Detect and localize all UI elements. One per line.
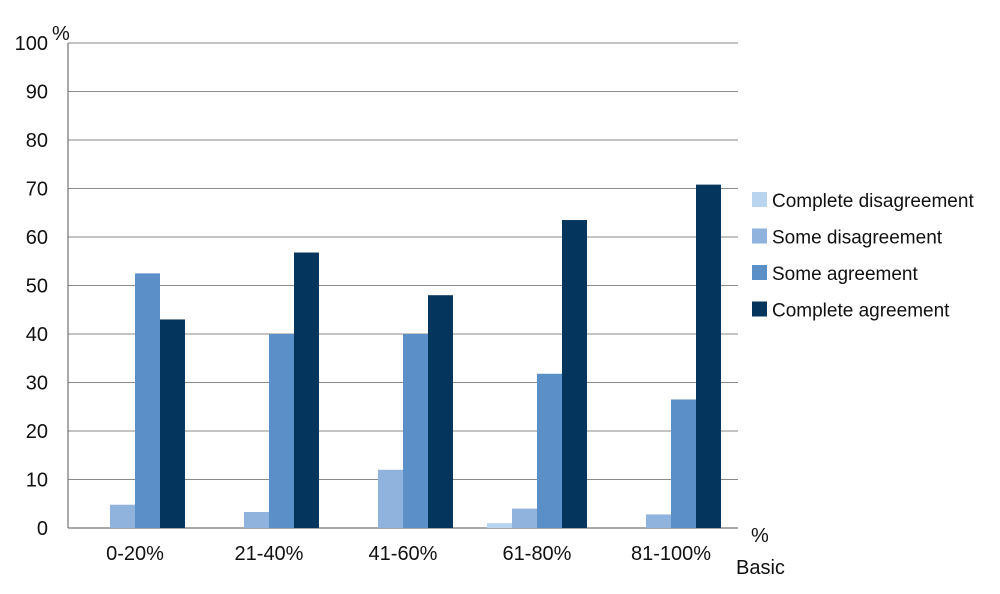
bar-some-agreement-21-40% [269, 334, 294, 528]
bar-some-disagreement-21-40% [244, 511, 269, 528]
x-axis-label-line1: % [751, 525, 769, 547]
bar-complete-disagreement-61-80% [487, 523, 512, 528]
bar-complete-agreement-61-80% [562, 220, 587, 528]
bar-some-agreement-41-60% [403, 334, 428, 528]
legend-entry: Some disagreement [772, 228, 943, 249]
legend-swatch [752, 192, 767, 207]
x-tick-label: 0-20% [106, 543, 164, 565]
y-tick-label: 0 [37, 518, 48, 540]
y-tick-labels: 0 10 20 30 40 50 60 70 80 90 100 [15, 33, 48, 540]
y-tick-label: 70 [26, 179, 48, 201]
legend-entry: Some agreement [772, 264, 918, 285]
legend-swatch [752, 301, 767, 317]
bar-some-agreement-81-100% [671, 399, 696, 528]
bars [110, 184, 721, 528]
y-axis-label: % [52, 23, 70, 45]
bar-complete-agreement-41-60% [428, 295, 453, 528]
x-axis-label-line2: Basic [736, 557, 785, 579]
bar-some-disagreement-61-80% [512, 508, 537, 528]
x-tick-label: 41-60% [369, 543, 438, 565]
x-tick-label: 21-40% [235, 543, 304, 565]
y-tick-label: 60 [26, 227, 48, 249]
y-tick-label: 50 [26, 276, 48, 298]
y-tick-label: 80 [26, 130, 48, 152]
x-tick-label: 81-100% [631, 543, 711, 565]
bar-some-agreement-0-20% [135, 273, 160, 528]
bar-complete-agreement-21-40% [294, 252, 319, 528]
bar-complete-agreement-0-20% [160, 319, 185, 528]
y-tick-label: 100 [15, 33, 48, 55]
legend-swatch [752, 228, 767, 244]
y-tick-label: 20 [26, 421, 48, 443]
y-tick-label: 10 [26, 470, 48, 492]
y-tick-label: 90 [26, 82, 48, 104]
bar-some-disagreement-81-100% [646, 514, 671, 528]
legend-entry: Complete agreement [772, 301, 950, 322]
legend-swatch [752, 265, 767, 280]
x-tick-labels: 0-20% 21-40% 41-60% 61-80% 81-100% [106, 543, 711, 565]
x-tick-label: 61-80% [503, 543, 572, 565]
bar-some-agreement-61-80% [537, 373, 562, 528]
bar-complete-agreement-81-100% [696, 184, 721, 528]
y-tick-label: 30 [26, 373, 48, 395]
y-tick-label: 40 [26, 324, 48, 346]
bar-some-disagreement-41-60% [378, 469, 403, 528]
legend: Complete disagreement Some disagreement So… [752, 191, 974, 322]
legend-entry: Complete disagreement [772, 191, 974, 212]
bar-some-disagreement-0-20% [110, 504, 135, 528]
